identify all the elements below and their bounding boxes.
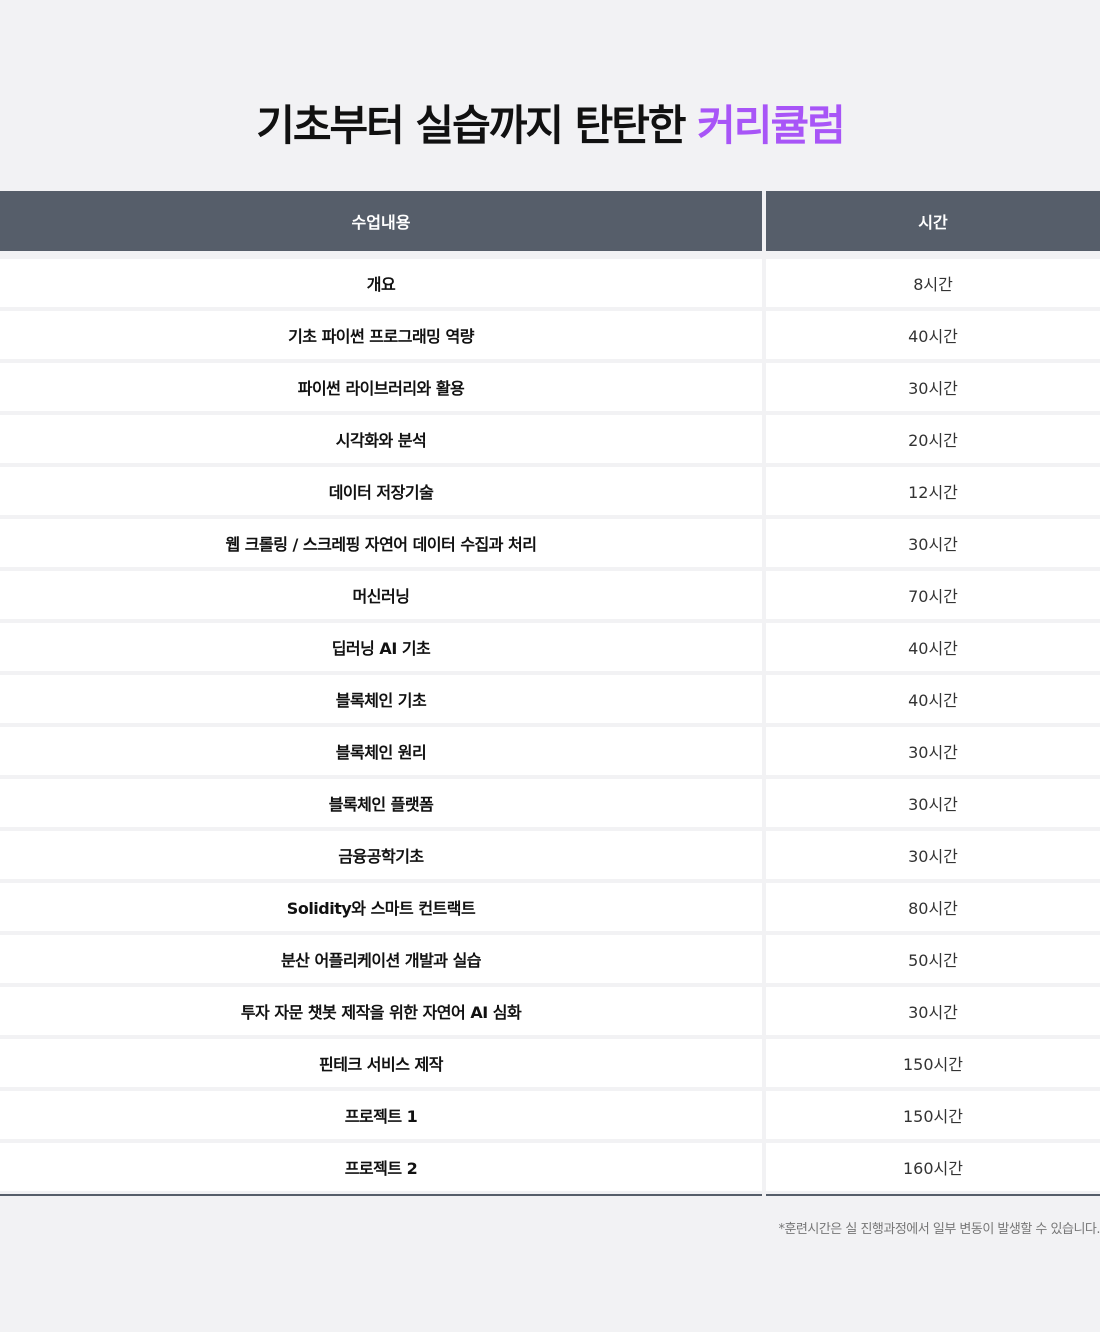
course-hours: 30시간 [766,779,1100,827]
course-name: 블록체인 기초 [0,675,762,723]
table-row: 시각화와 분석 20시간 [0,415,1100,463]
course-hours: 40시간 [766,675,1100,723]
course-hours: 20시간 [766,415,1100,463]
course-hours: 150시간 [766,1039,1100,1087]
table-row: 금융공학기초 30시간 [0,831,1100,879]
table-header: 수업내용 시간 [0,191,1100,251]
course-hours: 30시간 [766,987,1100,1035]
table-row: 파이썬 라이브러리와 활용 30시간 [0,363,1100,411]
table-row: 투자 자문 챗봇 제작을 위한 자연어 AI 심화 30시간 [0,987,1100,1035]
header-hours: 시간 [766,191,1100,251]
course-name: 딥러닝 AI 기초 [0,623,762,671]
course-name: 프로젝트 1 [0,1091,762,1139]
course-name: 파이썬 라이브러리와 활용 [0,363,762,411]
course-hours: 40시간 [766,311,1100,359]
title-main: 기초부터 실습까지 탄탄한 [256,101,698,150]
course-name: 분산 어플리케이션 개발과 실습 [0,935,762,983]
course-name: Solidity와 스마트 컨트랙트 [0,883,762,931]
page-title: 기초부터 실습까지 탄탄한 커리큘럼 [0,92,1100,153]
course-name: 투자 자문 챗봇 제작을 위한 자연어 AI 심화 [0,987,762,1035]
table-row: 프로젝트 2 160시간 [0,1143,1100,1191]
table-row: 프로젝트 1 150시간 [0,1091,1100,1139]
table-row: 데이터 저장기술 12시간 [0,467,1100,515]
course-hours: 12시간 [766,467,1100,515]
curriculum-table: 수업내용 시간 개요 8시간 기초 파이썬 프로그래밍 역량 40시간 파이썬 라이브러… [0,191,1100,1196]
course-name: 핀테크 서비스 제작 [0,1039,762,1087]
footnote: *훈련시간은 실 진행과정에서 일부 변동이 발생할 수 있습니다. [778,1222,1100,1237]
table-row: 머신러닝 70시간 [0,571,1100,619]
course-hours: 30시간 [766,831,1100,879]
table-row: 핀테크 서비스 제작 150시간 [0,1039,1100,1087]
title-accent: 커리큘럼 [697,101,846,150]
course-hours: 8시간 [766,259,1100,307]
course-hours: 160시간 [766,1143,1100,1191]
table-row: 블록체인 원리 30시간 [0,727,1100,775]
course-hours: 50시간 [766,935,1100,983]
table-row: 블록체인 기초 40시간 [0,675,1100,723]
course-hours: 80시간 [766,883,1100,931]
table-bottom-border [0,1194,1100,1196]
table-row: 블록체인 플랫폼 30시간 [0,779,1100,827]
course-name: 블록체인 원리 [0,727,762,775]
table-body: 개요 8시간 기초 파이썬 프로그래밍 역량 40시간 파이썬 라이브러리와 활용 30시… [0,259,1100,1191]
course-name: 웹 크롤링 / 스크레핑 자연어 데이터 수집과 처리 [0,519,762,567]
course-hours: 30시간 [766,727,1100,775]
course-name: 기초 파이썬 프로그래밍 역량 [0,311,762,359]
course-name: 데이터 저장기술 [0,467,762,515]
bottom-border-left [0,1194,762,1196]
table-row: Solidity와 스마트 컨트랙트 80시간 [0,883,1100,931]
course-name: 개요 [0,259,762,307]
table-row: 분산 어플리케이션 개발과 실습 50시간 [0,935,1100,983]
course-hours: 30시간 [766,363,1100,411]
table-row: 웹 크롤링 / 스크레핑 자연어 데이터 수집과 처리 30시간 [0,519,1100,567]
table-row: 개요 8시간 [0,259,1100,307]
table-row: 기초 파이썬 프로그래밍 역량 40시간 [0,311,1100,359]
course-hours: 70시간 [766,571,1100,619]
course-hours: 30시간 [766,519,1100,567]
course-name: 프로젝트 2 [0,1143,762,1191]
header-course: 수업내용 [0,191,762,251]
bottom-border-right [766,1194,1100,1196]
course-hours: 150시간 [766,1091,1100,1139]
course-name: 금융공학기초 [0,831,762,879]
course-name: 블록체인 플랫폼 [0,779,762,827]
course-name: 머신러닝 [0,571,762,619]
table-row: 딥러닝 AI 기초 40시간 [0,623,1100,671]
course-name: 시각화와 분석 [0,415,762,463]
course-hours: 40시간 [766,623,1100,671]
